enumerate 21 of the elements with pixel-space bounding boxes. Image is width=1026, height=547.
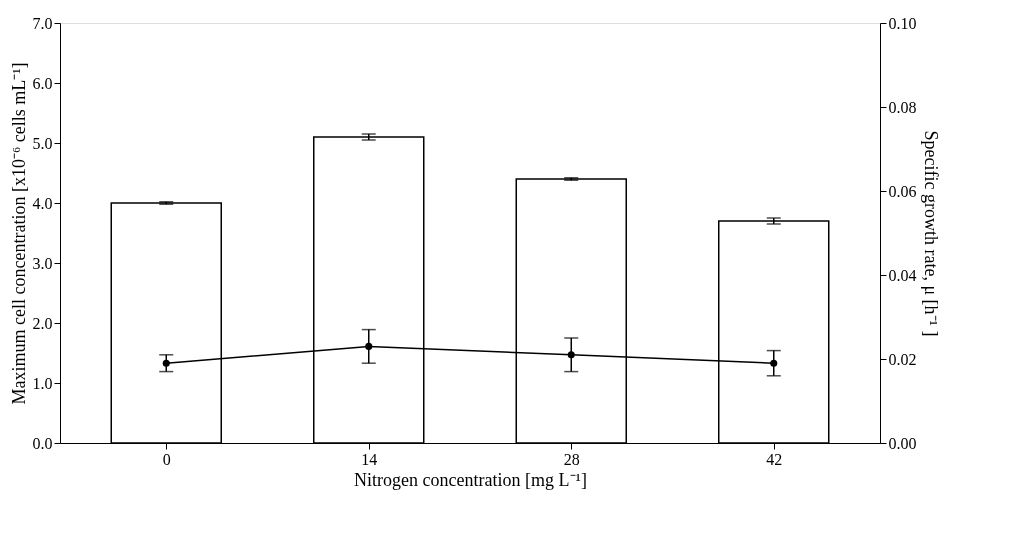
y-tick-label: 7.0 [32,14,53,32]
x-tick-label: 42 [766,450,783,468]
y-axis-title: Maximum cell concentration [x10⁻⁶ cells mL⁻¹] [8,62,29,405]
y-tick-label: 1.0 [32,374,53,392]
y2-axis-title: Specific growth rate, μ [h⁻¹ ] [920,130,941,337]
x-tick-label: 0 [162,450,171,468]
y-tick-label: 2.0 [32,314,53,332]
y-tick-label: 0.0 [32,434,53,452]
y2-tick-label: 0.04 [888,266,917,284]
y2-tick-label: 0.08 [888,98,917,116]
y-tick-label: 6.0 [32,74,53,92]
y2-tick-label: 0.00 [888,434,917,452]
x-axis-title: Nitrogen concentration [mg L⁻¹] [354,469,587,490]
x-tick-label: 28 [563,450,580,468]
y2-tick-label: 0.10 [888,14,917,32]
y-tick-label: 4.0 [32,194,53,212]
y-tick-label: 5.0 [32,134,53,152]
y2-tick-label: 0.06 [888,182,917,200]
y-tick-label: 3.0 [32,254,53,272]
x-tick-label: 14 [361,450,378,468]
y2-tick-label: 0.02 [888,350,917,368]
